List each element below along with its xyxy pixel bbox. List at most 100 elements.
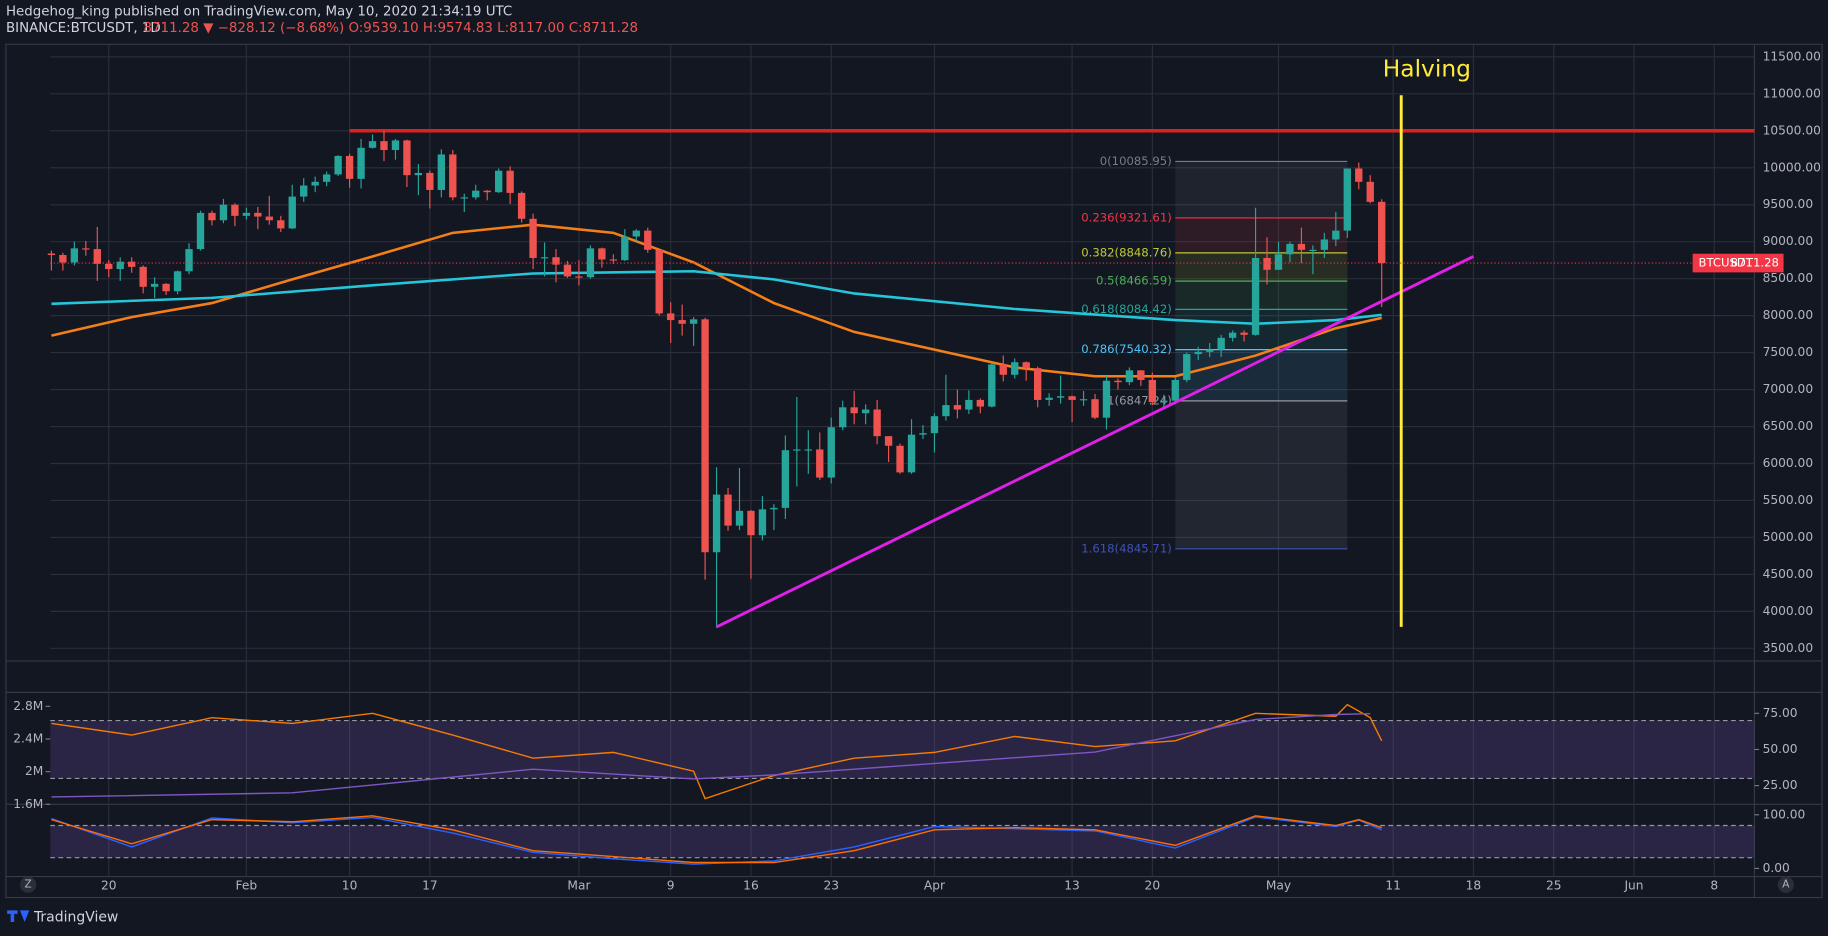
brand: TradingView bbox=[33, 909, 118, 925]
candle-body bbox=[208, 212, 216, 221]
candle-body bbox=[254, 212, 262, 217]
y-tick-label: 4000.00 bbox=[1763, 604, 1814, 618]
candle-body bbox=[494, 170, 503, 193]
brand-logo bbox=[7, 910, 30, 923]
candle-body bbox=[598, 248, 606, 260]
y-tick-label: 4500.00 bbox=[1763, 567, 1814, 581]
candle-body bbox=[414, 172, 423, 176]
candle-body bbox=[105, 263, 113, 270]
candle-body bbox=[1148, 379, 1157, 403]
x-tick-label: 23 bbox=[823, 878, 839, 892]
candle-body bbox=[861, 409, 870, 414]
candle-body bbox=[781, 450, 790, 508]
candle-body bbox=[770, 507, 778, 510]
candle-body bbox=[1068, 396, 1076, 400]
candle-body bbox=[1206, 349, 1214, 352]
x-tick-label: Apr bbox=[924, 878, 946, 892]
candle-body bbox=[1125, 370, 1134, 383]
candle-body bbox=[1228, 332, 1237, 338]
candle-body bbox=[724, 494, 732, 526]
candle-body bbox=[1320, 239, 1329, 250]
control-label[interactable]: Z bbox=[25, 879, 32, 891]
candle-body bbox=[552, 257, 560, 265]
control-button[interactable] bbox=[19, 876, 37, 893]
x-tick-label: 10 bbox=[342, 878, 358, 892]
y2-tick-label: 1.6M bbox=[13, 797, 43, 811]
candle-body bbox=[1251, 257, 1260, 335]
x-tick-label: 17 bbox=[422, 878, 438, 892]
candle-body bbox=[1160, 400, 1168, 403]
y-tick-label: 3500.00 bbox=[1763, 641, 1814, 655]
candle-body bbox=[1194, 351, 1202, 355]
candle-body bbox=[288, 196, 296, 229]
x-tick-label: 25 bbox=[1546, 878, 1562, 892]
candle-body bbox=[1240, 332, 1248, 335]
candle-body bbox=[965, 399, 973, 410]
y-tick-label: 7000.00 bbox=[1763, 382, 1814, 396]
control-label[interactable]: A bbox=[1782, 879, 1790, 891]
fib-band bbox=[1175, 400, 1348, 549]
y-tick-label: 11500.00 bbox=[1763, 49, 1821, 63]
y2-tick-label: 2.4M bbox=[13, 731, 43, 745]
indicator-line bbox=[51, 815, 1382, 864]
fib-band bbox=[1175, 349, 1348, 401]
fib-band bbox=[1175, 252, 1348, 282]
fib-label: 0.5(8466.59) bbox=[1096, 274, 1172, 288]
x-tick-label: 20 bbox=[1145, 878, 1161, 892]
trend-line bbox=[715, 255, 1475, 629]
candle-body bbox=[816, 449, 824, 478]
y-tick-label: 75.00 bbox=[1763, 706, 1798, 720]
last-price-box bbox=[1692, 253, 1784, 273]
indicator-band bbox=[50, 825, 1755, 858]
candle-body bbox=[609, 259, 618, 261]
candle-body bbox=[1217, 337, 1225, 350]
candle-body bbox=[1378, 201, 1386, 264]
candle-body bbox=[277, 220, 285, 229]
candle-body bbox=[884, 436, 893, 446]
candle-body bbox=[300, 185, 308, 197]
candle-body bbox=[999, 364, 1007, 375]
y-tick-label: 7500.00 bbox=[1763, 345, 1814, 359]
candle-body bbox=[219, 204, 228, 221]
candle-body bbox=[82, 248, 90, 250]
candle-body bbox=[357, 147, 365, 179]
candle-body bbox=[896, 445, 904, 473]
candle-body bbox=[185, 249, 193, 272]
candle-body bbox=[1263, 257, 1271, 270]
candle-body bbox=[1079, 399, 1088, 401]
candle-body bbox=[59, 255, 67, 263]
candle-body bbox=[1137, 370, 1145, 380]
y2-tick-label: 2.8M bbox=[13, 699, 43, 713]
candle-body bbox=[873, 409, 881, 437]
candle-body bbox=[563, 264, 572, 277]
candle-body bbox=[116, 261, 124, 270]
candle-body bbox=[1343, 168, 1351, 231]
y-tick-label: 5500.00 bbox=[1763, 493, 1814, 507]
x-tick-label: 20 bbox=[101, 878, 117, 892]
frame bbox=[5, 43, 1823, 899]
fib-band bbox=[1175, 161, 1348, 218]
candle-body bbox=[988, 364, 996, 407]
candle-body bbox=[1114, 380, 1122, 383]
control-button[interactable] bbox=[1777, 876, 1795, 893]
candle-body bbox=[449, 154, 457, 198]
y2-tick-label: 2M bbox=[25, 764, 43, 778]
candle-body bbox=[758, 509, 767, 536]
y-tick-label: 8500.00 bbox=[1763, 271, 1814, 285]
candle-body bbox=[403, 140, 411, 176]
candle-body bbox=[460, 197, 468, 199]
indicator-line bbox=[51, 712, 1371, 798]
candle-body bbox=[162, 283, 170, 292]
candle-body bbox=[322, 174, 331, 182]
candle-body bbox=[1355, 168, 1363, 182]
candle-body bbox=[334, 155, 342, 175]
candle-body bbox=[919, 433, 927, 435]
candle-body bbox=[850, 407, 858, 414]
fib-label: 0.382(8848.76) bbox=[1081, 245, 1172, 259]
candle-body bbox=[655, 249, 663, 314]
halving-label: Halving bbox=[1383, 55, 1471, 82]
candle-body bbox=[1091, 399, 1099, 418]
y-tick-label: 10500.00 bbox=[1763, 123, 1821, 137]
candle-body bbox=[793, 449, 801, 451]
